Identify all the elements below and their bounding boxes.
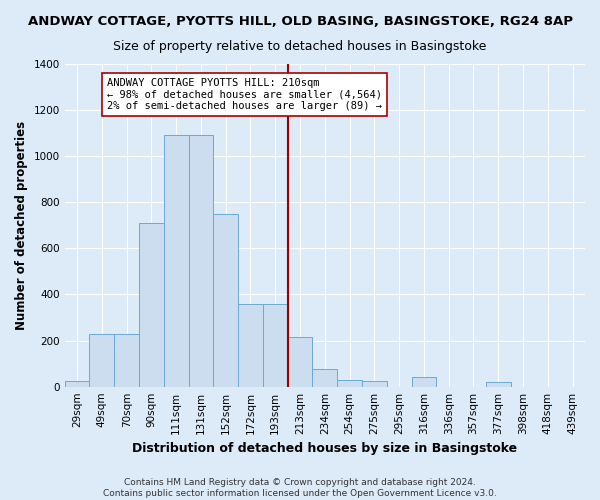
Bar xyxy=(164,136,188,386)
Y-axis label: Number of detached properties: Number of detached properties xyxy=(15,121,28,330)
Bar xyxy=(287,337,313,386)
Bar xyxy=(65,381,89,386)
Bar xyxy=(89,334,114,386)
X-axis label: Distribution of detached houses by size in Basingstoke: Distribution of detached houses by size … xyxy=(132,442,517,455)
Bar xyxy=(362,381,387,386)
Text: Contains HM Land Registry data © Crown copyright and database right 2024.
Contai: Contains HM Land Registry data © Crown c… xyxy=(103,478,497,498)
Text: Size of property relative to detached houses in Basingstoke: Size of property relative to detached ho… xyxy=(113,40,487,53)
Bar xyxy=(188,136,214,386)
Text: ANDWAY COTTAGE PYOTTS HILL: 210sqm
← 98% of detached houses are smaller (4,564)
: ANDWAY COTTAGE PYOTTS HILL: 210sqm ← 98%… xyxy=(107,78,382,111)
Bar xyxy=(412,378,436,386)
Bar xyxy=(486,382,511,386)
Bar xyxy=(337,380,362,386)
Bar xyxy=(114,334,139,386)
Bar xyxy=(214,214,238,386)
Text: ANDWAY COTTAGE, PYOTTS HILL, OLD BASING, BASINGSTOKE, RG24 8AP: ANDWAY COTTAGE, PYOTTS HILL, OLD BASING,… xyxy=(28,15,572,28)
Bar xyxy=(238,304,263,386)
Bar xyxy=(263,304,287,386)
Bar xyxy=(139,223,164,386)
Bar xyxy=(313,370,337,386)
